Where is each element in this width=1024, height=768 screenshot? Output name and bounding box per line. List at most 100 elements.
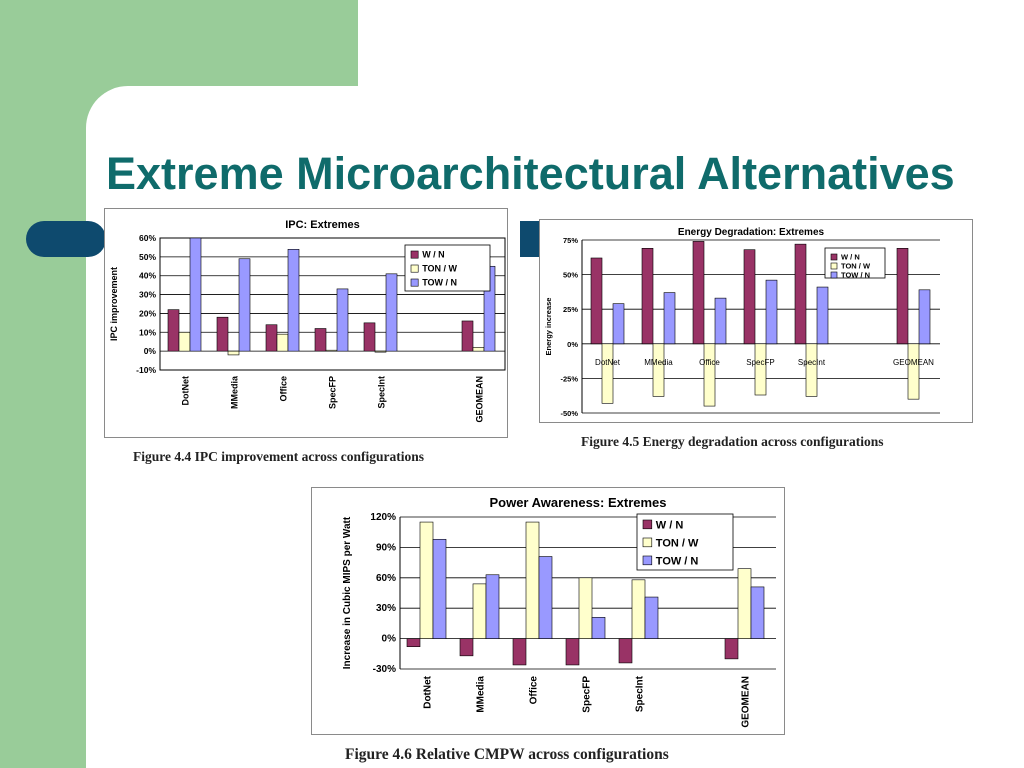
power-title: Power Awareness: Extremes xyxy=(489,495,666,510)
ipc-bar-town xyxy=(385,273,398,352)
energy-title: Energy Degradation: Extremes xyxy=(678,227,825,238)
power-category-label: MMedia xyxy=(476,676,487,713)
ipc-bar-wn xyxy=(363,322,376,352)
power-legend-box xyxy=(636,513,734,571)
energy-tick-label: 25% xyxy=(563,305,578,314)
power-bar-wn xyxy=(459,638,474,657)
power-chart-svg: Power Awareness: Extremes -30% 0% 30% 60% 90%… xyxy=(342,495,776,728)
energy-legend-label: TOW / N xyxy=(841,271,870,280)
ipc-bar-tonw xyxy=(276,333,289,352)
energy-bar-town xyxy=(765,279,778,345)
ipc-legend-label: TOW / N xyxy=(422,278,457,288)
power-category-label: GEOMEAN xyxy=(741,676,752,728)
energy-legend-swatch xyxy=(830,262,838,270)
ipc-bar-wn xyxy=(314,328,327,352)
energy-bar-wn xyxy=(641,248,654,345)
background-strip xyxy=(0,0,86,768)
power-bar-town xyxy=(591,617,606,639)
power-legend-label: TOW / N xyxy=(656,555,699,567)
ipc-tick-label: 0% xyxy=(144,346,157,356)
energy-legend-label: W / N xyxy=(841,253,860,262)
energy-bar-tonw xyxy=(601,343,614,404)
accent-pill xyxy=(26,221,106,257)
ipc-legend-swatch xyxy=(410,278,419,287)
ipc-tick-label: 10% xyxy=(139,327,156,337)
energy-bar-wn xyxy=(590,257,603,345)
accent-bar xyxy=(520,221,540,257)
energy-bar-town xyxy=(612,303,625,345)
ipc-tick-label: 60% xyxy=(139,233,156,243)
ipc-category-label: SpecInt xyxy=(377,376,387,409)
ipc-tick-label: -10% xyxy=(136,365,156,375)
power-bar-tonw xyxy=(631,579,646,639)
energy-category-label: MMedia xyxy=(644,358,673,367)
power-bar-wn xyxy=(406,638,421,648)
power-tick-label: 30% xyxy=(376,603,396,614)
energy-bar-tonw xyxy=(754,343,767,396)
power-bar-town xyxy=(485,574,500,639)
energy-tick-label: -50% xyxy=(560,409,578,418)
ipc-tick-label: 30% xyxy=(139,290,156,300)
energy-caption: Figure 4.5 Energy degradation across con… xyxy=(581,434,884,449)
ipc-legend-box xyxy=(404,244,491,292)
ipc-tick-label: 50% xyxy=(139,252,156,262)
energy-tick-label: 0% xyxy=(567,340,578,349)
energy-tick-label: -25% xyxy=(560,374,578,383)
power-tick-label: 90% xyxy=(376,542,396,553)
power-category-label: SpecInt xyxy=(635,675,646,712)
power-ylabel: Increase in Cubic MIPS per Watt xyxy=(342,516,353,669)
energy-legend-label: TON / W xyxy=(841,262,871,271)
power-bar-tonw xyxy=(472,583,487,639)
energy-tick-label: 50% xyxy=(563,271,578,280)
power-caption: Figure 4.6 Relative CMPW across configur… xyxy=(345,746,669,763)
power-bar-tonw xyxy=(419,521,434,639)
ipc-legend-label: W / N xyxy=(422,250,445,260)
ipc-bar-town xyxy=(336,288,349,352)
energy-bar-tonw xyxy=(907,343,920,400)
ipc-bar-tonw xyxy=(472,347,485,352)
energy-ylabel: Energy increase xyxy=(544,298,553,356)
ipc-category-label: GEOMEAN xyxy=(475,376,485,423)
ipc-bar-town xyxy=(189,237,202,352)
ipc-bar-wn xyxy=(461,320,474,352)
power-bar-wn xyxy=(724,638,739,660)
ipc-legend-swatch xyxy=(410,264,419,273)
energy-bar-town xyxy=(663,292,676,345)
ipc-bar-town xyxy=(238,258,251,352)
ipc-bar-wn xyxy=(265,324,278,352)
ipc-tick-label: 20% xyxy=(139,308,156,318)
energy-category-label: Office xyxy=(699,358,720,367)
ipc-title: IPC: Extremes xyxy=(285,219,360,231)
energy-bar-town xyxy=(816,286,829,345)
ipc-plot-frame xyxy=(159,237,506,371)
energy-bar-tonw xyxy=(703,343,716,407)
ipc-bar-wn xyxy=(216,316,229,352)
ipc-category-label: MMedia xyxy=(230,375,240,409)
ipc-legend-swatch xyxy=(410,250,419,259)
ipc-category-label: Office xyxy=(279,376,289,402)
energy-chart: Energy Degradation: Extremes -50% -25% 0% 25… xyxy=(539,219,973,423)
power-bar-tonw xyxy=(578,577,593,639)
energy-category-label: SpecFP xyxy=(746,358,774,367)
ipc-bar-wn xyxy=(167,309,180,352)
power-legend-swatch xyxy=(642,537,653,548)
power-category-label: DotNet xyxy=(423,675,434,708)
ipc-bar-town xyxy=(287,249,300,352)
power-tick-label: 0% xyxy=(382,634,397,645)
power-bar-town xyxy=(538,556,553,639)
energy-chart-svg: Energy Degradation: Extremes -50% -25% 0% 25… xyxy=(544,227,940,418)
power-bar-wn xyxy=(565,638,580,666)
power-bar-tonw xyxy=(737,568,752,639)
ipc-category-label: DotNet xyxy=(181,376,191,406)
power-legend-label: TON / W xyxy=(656,537,699,549)
ipc-caption: Figure 4.4 IPC improvement across config… xyxy=(133,449,424,464)
power-bar-wn xyxy=(618,638,633,664)
power-bar-wn xyxy=(512,638,527,666)
energy-bar-town xyxy=(918,289,931,345)
ipc-bar-tonw xyxy=(374,350,387,353)
energy-bar-wn xyxy=(896,248,909,345)
power-bar-tonw xyxy=(525,521,540,639)
energy-legend-swatch xyxy=(830,271,838,279)
energy-bar-wn xyxy=(692,241,705,345)
energy-bar-tonw xyxy=(652,343,665,397)
